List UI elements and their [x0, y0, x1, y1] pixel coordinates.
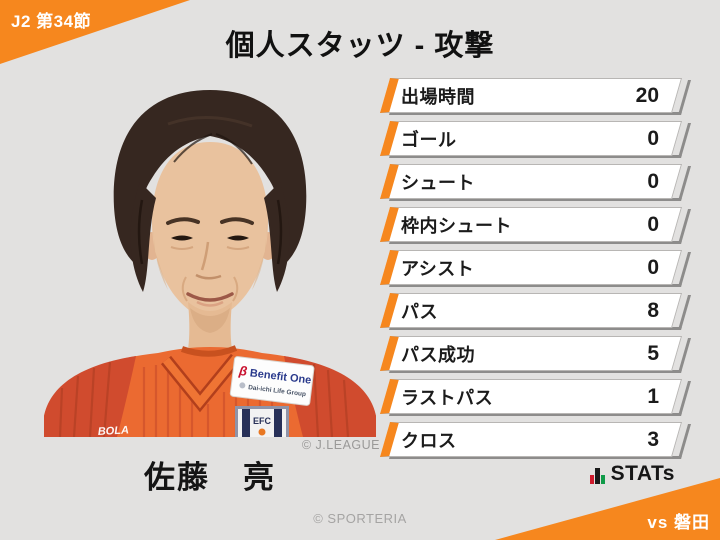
- stat-value: 20: [635, 83, 659, 107]
- stat-row-content: パス 8: [401, 293, 659, 328]
- stat-row-content: シュート 0: [401, 164, 659, 199]
- stat-row: 出場時間 20: [379, 78, 692, 115]
- stat-value: 8: [647, 298, 659, 322]
- stat-value: 0: [647, 212, 659, 236]
- player-hair: [113, 90, 307, 292]
- stat-row: ラストパス 1: [379, 379, 692, 416]
- stat-row-content: ラストパス 1: [401, 379, 659, 414]
- stat-row-content: クロス 3: [401, 422, 659, 457]
- jersey-crest: EFC: [235, 406, 289, 454]
- stat-row: 枠内シュート 0: [379, 207, 692, 244]
- player-face: [143, 142, 277, 320]
- stat-label: ラストパス: [401, 387, 494, 408]
- stat-value: 3: [647, 427, 659, 451]
- stats-logo: STATs: [589, 462, 675, 485]
- stat-value: 0: [647, 255, 659, 279]
- stat-label: クロス: [401, 430, 457, 451]
- stat-row-content: アシスト 0: [401, 250, 659, 285]
- stat-value: 1: [647, 384, 659, 408]
- player-photo: β Benefit One Dai-ichi Life Group EFC BO…: [40, 72, 380, 454]
- stat-label: ゴール: [401, 129, 457, 150]
- stat-row: パス成功 5: [379, 336, 692, 373]
- stat-row: パス 8: [379, 293, 692, 330]
- stat-label: 出場時間: [401, 86, 475, 107]
- opponent-corner-ribbon: vs 磐田: [495, 478, 720, 540]
- stat-row-content: 枠内シュート 0: [401, 207, 659, 242]
- stat-label: パス成功: [401, 344, 475, 365]
- stat-row-content: パス成功 5: [401, 336, 659, 371]
- site-credit: © SPORTERIA: [313, 511, 407, 526]
- competition-badge: J2 第34節: [11, 12, 92, 31]
- stat-label: アシスト: [401, 258, 475, 279]
- crest-initials: EFC: [253, 416, 272, 426]
- player-face-features: [166, 217, 254, 307]
- sponsor-symbol: β: [237, 363, 248, 379]
- player-jersey: [44, 345, 376, 438]
- stat-label: 枠内シュート: [401, 215, 512, 236]
- stat-row: クロス 3: [379, 422, 692, 459]
- player-photo-illustration: β Benefit One Dai-ichi Life Group EFC BO…: [44, 90, 376, 454]
- stat-value: 5: [647, 341, 659, 365]
- photo-credit: © J.LEAGUE: [301, 438, 380, 452]
- jersey-sponsor-patch: β Benefit One Dai-ichi Life Group: [229, 356, 315, 406]
- stat-label: パス: [401, 301, 438, 322]
- stat-value: 0: [647, 169, 659, 193]
- stat-row: ゴール 0: [379, 121, 692, 158]
- bar-chart-icon: [589, 468, 605, 484]
- stat-row: シュート 0: [379, 164, 692, 201]
- opponent-label: vs 磐田: [647, 513, 710, 532]
- player-name: 佐藤 亮: [144, 460, 276, 495]
- stat-row: アシスト 0: [379, 250, 692, 287]
- stat-label: シュート: [401, 172, 475, 193]
- stat-row-content: ゴール 0: [401, 121, 659, 156]
- jersey-hem-text: BOLA: [98, 424, 130, 437]
- stats-logo-text: STATs: [610, 462, 675, 485]
- stat-row-content: 出場時間 20: [401, 78, 659, 113]
- page-title: 個人スタッツ - 攻撃: [225, 30, 495, 62]
- stat-value: 0: [647, 126, 659, 150]
